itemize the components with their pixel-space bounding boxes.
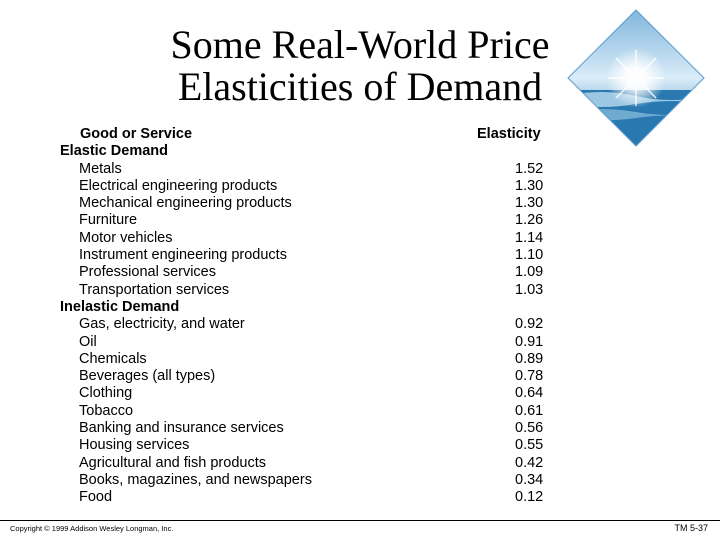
good-name: Transportation services	[79, 281, 230, 298]
good-name: Oil	[79, 333, 97, 350]
good-name: Tobacco	[79, 402, 134, 419]
good-name: Clothing	[79, 385, 133, 402]
good-name: Professional services	[79, 264, 216, 281]
elastic-demand-list: Metals 1.52 Electrical engineering product…	[60, 161, 560, 299]
elasticity-value: 1.52	[515, 160, 544, 177]
elasticity-value: 0.34	[515, 471, 544, 488]
slide-title: Some Real-World Price Elasticities of De…	[120, 24, 600, 108]
good-name: Metals	[79, 160, 122, 177]
elasticity-value: 0.89	[515, 350, 544, 367]
elasticity-table: Good or Service Elasticity Elastic Deman…	[60, 126, 560, 507]
elasticity-value: 1.03	[515, 281, 544, 298]
col-header-good: Good or Service	[80, 126, 193, 142]
table-row: Instrument engineering products 1.10	[60, 247, 560, 264]
table-row: Electrical engineering products 1.30	[60, 178, 560, 195]
slide-title-line-1: Some Real-World Price	[170, 22, 550, 67]
elasticity-value: 0.56	[515, 420, 544, 437]
good-name: Furniture	[79, 212, 138, 229]
elasticity-value: 1.26	[515, 212, 544, 229]
sun-ocean-logo-icon	[567, 9, 705, 147]
table-row: Beverages (all types) 0.78	[60, 368, 560, 385]
elasticity-value: 0.64	[515, 385, 544, 402]
good-name: Food	[79, 489, 113, 506]
table-row: Furniture 1.26	[60, 212, 560, 229]
inelastic-demand-list: Gas, electricity, and water 0.92 Oil 0.91 Ch…	[60, 316, 560, 506]
elasticity-value: 0.92	[515, 316, 544, 333]
slide-title-line-2: Elasticities of Demand	[177, 64, 543, 109]
elasticity-value: 1.14	[515, 229, 544, 246]
good-name: Instrument engineering products	[79, 247, 287, 264]
table-row: Professional services 1.09	[60, 264, 560, 281]
elasticity-value: 0.91	[515, 333, 544, 350]
col-header-elasticity: Elasticity	[477, 126, 541, 142]
elasticity-value: 1.10	[515, 247, 544, 264]
table-header: Good or Service Elasticity	[60, 126, 560, 143]
good-name: Electrical engineering products	[79, 177, 278, 194]
elasticity-value: 0.12	[515, 489, 544, 506]
elasticity-value: 1.30	[515, 195, 544, 212]
table-row: Oil 0.91	[60, 334, 560, 351]
good-name: Banking and insurance services	[79, 420, 284, 437]
table-row: Motor vehicles 1.14	[60, 230, 560, 247]
elasticity-value: 0.61	[515, 402, 544, 419]
table-row: Metals 1.52	[60, 161, 560, 178]
good-name: Agricultural and fish products	[79, 454, 266, 471]
table-row: Housing services 0.55	[60, 437, 560, 454]
table-row: Books, magazines, and newspapers 0.34	[60, 472, 560, 489]
table-row: Tobacco 0.61	[60, 403, 560, 420]
table-row: Clothing 0.64	[60, 385, 560, 402]
section-inelastic-demand: Inelastic Demand	[60, 298, 180, 315]
elasticity-value: 0.78	[515, 368, 544, 385]
table-row: Transportation services 1.03	[60, 282, 560, 299]
good-name: Housing services	[79, 437, 190, 454]
footer-divider	[0, 520, 720, 521]
good-name: Gas, electricity, and water	[79, 316, 245, 333]
copyright-notice: Copyright © 1999 Addison Wesley Longman,…	[10, 524, 174, 533]
good-name: Motor vehicles	[79, 229, 173, 246]
slide-id: TM 5-37	[674, 523, 708, 533]
good-name: Mechanical engineering products	[79, 195, 292, 212]
good-name: Beverages (all types)	[79, 368, 216, 385]
elasticity-value: 1.30	[515, 177, 544, 194]
table-row: Banking and insurance services 0.56	[60, 420, 560, 437]
table-row: Mechanical engineering products 1.30	[60, 195, 560, 212]
good-name: Chemicals	[79, 350, 147, 367]
table-row: Food 0.12	[60, 489, 560, 506]
table-row: Chemicals 0.89	[60, 351, 560, 368]
table-row: Agricultural and fish products 0.42	[60, 455, 560, 472]
elasticity-value: 0.42	[515, 454, 544, 471]
section-elastic-demand: Elastic Demand	[60, 143, 168, 160]
good-name: Books, magazines, and newspapers	[79, 471, 312, 488]
elasticity-value: 1.09	[515, 264, 544, 281]
table-row: Gas, electricity, and water 0.92	[60, 316, 560, 333]
elasticity-value: 0.55	[515, 437, 544, 454]
